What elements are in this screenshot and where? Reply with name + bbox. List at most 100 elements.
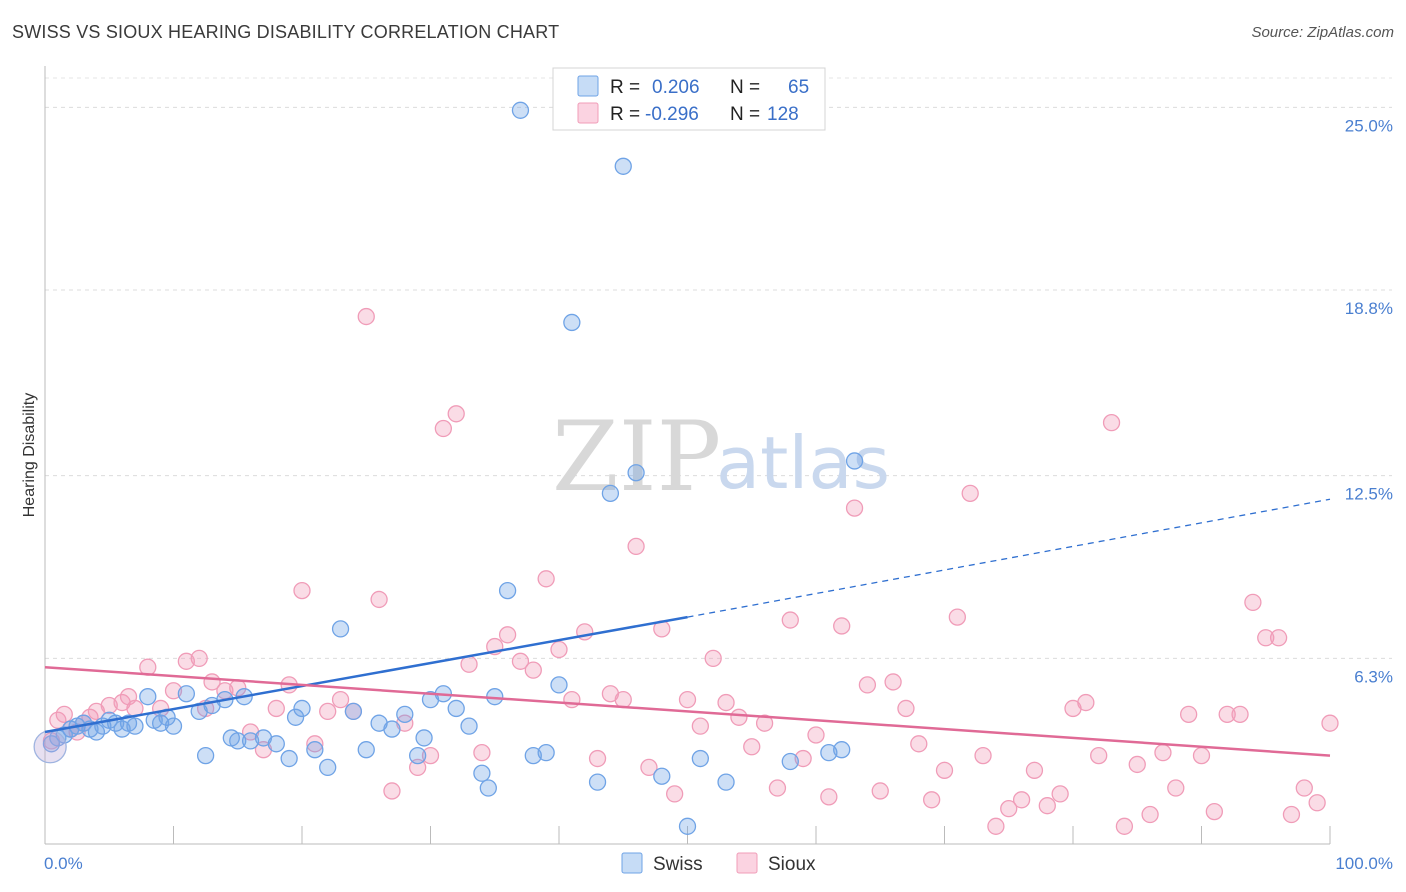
swiss-point-61 xyxy=(678,817,697,835)
sioux-point-73 xyxy=(910,735,928,753)
swiss-point-53 xyxy=(537,744,555,762)
sioux-point-23 xyxy=(267,699,285,718)
sioux-point-95 xyxy=(1192,746,1211,765)
sioux-point-89 xyxy=(1115,817,1134,835)
swiss-point-13 xyxy=(126,717,144,735)
legend-sioux-n-value: 128 xyxy=(767,104,799,125)
swiss-point-63 xyxy=(717,773,735,791)
sioux-point-16 xyxy=(190,649,208,668)
sioux-point-104 xyxy=(1308,794,1326,812)
swiss-point-36 xyxy=(344,702,363,721)
sioux-point-101 xyxy=(1269,629,1288,647)
sioux-point-77 xyxy=(961,484,979,503)
x-tick-labels: 0.0% 100.0% xyxy=(44,854,1393,873)
y-tick-label-1: 12.5% xyxy=(1345,485,1393,504)
swiss-point-19 xyxy=(177,685,196,703)
swiss-point-2 xyxy=(55,726,73,744)
sioux-point-1 xyxy=(49,711,67,729)
sioux-point-64 xyxy=(794,749,812,768)
sioux-point-105 xyxy=(1321,714,1339,732)
swiss-trend-extension xyxy=(687,498,1331,618)
sioux-point-97 xyxy=(1218,705,1236,724)
sioux-point-78 xyxy=(974,746,992,765)
x-tick-label-0: 0.0% xyxy=(44,854,83,873)
grid-lines xyxy=(45,77,1392,659)
bottom-legend: Swiss Sioux xyxy=(621,852,816,875)
swiss-point-30 xyxy=(280,749,298,768)
sioux-point-35 xyxy=(421,746,440,765)
sioux-point-48 xyxy=(588,749,607,768)
sioux-point-76 xyxy=(948,608,966,626)
sioux-point-93 xyxy=(1167,779,1185,797)
sioux-point-92 xyxy=(1154,744,1172,762)
watermark-atlas: atlas xyxy=(716,421,890,505)
legend-swiss-n-value: 65 xyxy=(788,77,809,98)
swiss-point-29 xyxy=(267,735,285,753)
swiss-point-57 xyxy=(601,484,620,503)
sioux-point-8 xyxy=(100,696,118,715)
sioux-point-81 xyxy=(1012,791,1031,809)
y-tick-labels: 6.3% 12.5% 18.8% 25.0% xyxy=(1345,116,1393,686)
sioux-point-83 xyxy=(1038,797,1056,815)
sioux-point-30 xyxy=(357,307,375,326)
sioux-point-43 xyxy=(524,661,542,679)
y-tick-label-2: 18.8% xyxy=(1345,299,1393,318)
sioux-point-44 xyxy=(537,570,555,588)
sioux-point-25 xyxy=(293,581,311,600)
top-legend: R = 0.206 N = 65 R = -0.296 N = 128 xyxy=(552,67,826,131)
origin-cluster-point xyxy=(33,730,67,764)
sioux-point-68 xyxy=(845,499,864,517)
legend-swiss-n-label: N = xyxy=(730,77,760,98)
swiss-point-33 xyxy=(306,741,324,759)
swiss-point-66 xyxy=(833,741,851,759)
sioux-point-45 xyxy=(550,640,568,659)
sioux-point-98 xyxy=(1231,705,1249,724)
swiss-point-42 xyxy=(415,729,433,747)
sioux-point-41 xyxy=(498,626,517,644)
legend-swatch-swiss xyxy=(577,75,599,97)
swiss-point-16 xyxy=(151,714,170,732)
swiss-point-60 xyxy=(653,767,671,785)
sioux-point-74 xyxy=(923,791,941,809)
sioux-point-94 xyxy=(1180,705,1198,724)
swiss-points xyxy=(33,101,864,835)
axes xyxy=(44,66,1331,845)
sioux-points xyxy=(42,307,1339,835)
sioux-point-58 xyxy=(717,693,735,712)
sioux-point-70 xyxy=(871,782,889,800)
swiss-point-0 xyxy=(42,735,61,753)
swiss-point-56 xyxy=(588,773,607,791)
sioux-point-6 xyxy=(81,708,99,726)
swiss-point-55 xyxy=(563,313,581,332)
legend-swiss-r-value: 0.206 xyxy=(652,77,700,98)
sioux-point-46 xyxy=(563,690,581,709)
sioux-point-60 xyxy=(743,738,761,756)
sioux-point-31 xyxy=(370,590,388,609)
swiss-point-65 xyxy=(820,744,838,762)
sioux-point-26 xyxy=(306,735,324,753)
swiss-point-34 xyxy=(319,758,337,777)
swiss-point-27 xyxy=(241,732,260,750)
swiss-point-21 xyxy=(196,746,215,765)
sioux-point-103 xyxy=(1295,779,1313,797)
swiss-point-50 xyxy=(498,581,517,600)
sioux-point-2 xyxy=(55,705,73,724)
watermark-zip: ZIP xyxy=(552,401,721,513)
sioux-point-84 xyxy=(1051,785,1069,803)
swiss-point-67 xyxy=(845,452,864,470)
bottom-legend-swatch-swiss xyxy=(621,852,643,874)
bottom-legend-sioux: Sioux xyxy=(768,854,816,875)
sioux-point-61 xyxy=(755,714,774,732)
swiss-point-62 xyxy=(691,749,709,768)
swiss-point-11 xyxy=(113,720,131,738)
sioux-point-80 xyxy=(1000,799,1018,818)
sioux-point-14 xyxy=(164,682,183,700)
swiss-point-64 xyxy=(781,752,799,771)
bottom-legend-swatch-sioux xyxy=(736,852,758,874)
swiss-point-31 xyxy=(286,708,305,726)
swiss-point-47 xyxy=(473,764,491,782)
y-tick-label-3: 25.0% xyxy=(1345,116,1393,135)
sioux-point-87 xyxy=(1090,746,1108,765)
sioux-point-62 xyxy=(768,779,787,797)
swiss-point-54 xyxy=(550,676,568,694)
